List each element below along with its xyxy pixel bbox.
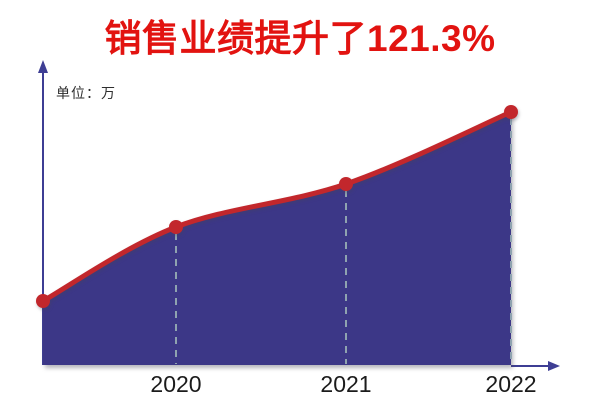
data-point — [504, 105, 518, 119]
y-axis-unit-label: 单位：万 — [56, 87, 116, 102]
data-point — [169, 220, 183, 234]
data-point — [36, 294, 50, 308]
x-axis-label-2022: 2022 — [485, 371, 537, 397]
x-axis-label-2021: 2021 — [320, 371, 372, 397]
droplines — [175, 118, 512, 364]
data-point — [339, 177, 353, 191]
markers — [36, 105, 518, 308]
chart-title: 销售业绩提升了121.3% — [104, 18, 496, 59]
x-axis-label-2020: 2020 — [150, 371, 202, 397]
series-line — [40, 109, 514, 304]
y-axis-arrow-icon — [38, 60, 48, 73]
area-fill — [43, 112, 511, 365]
x-axis-arrow-icon — [548, 361, 560, 371]
